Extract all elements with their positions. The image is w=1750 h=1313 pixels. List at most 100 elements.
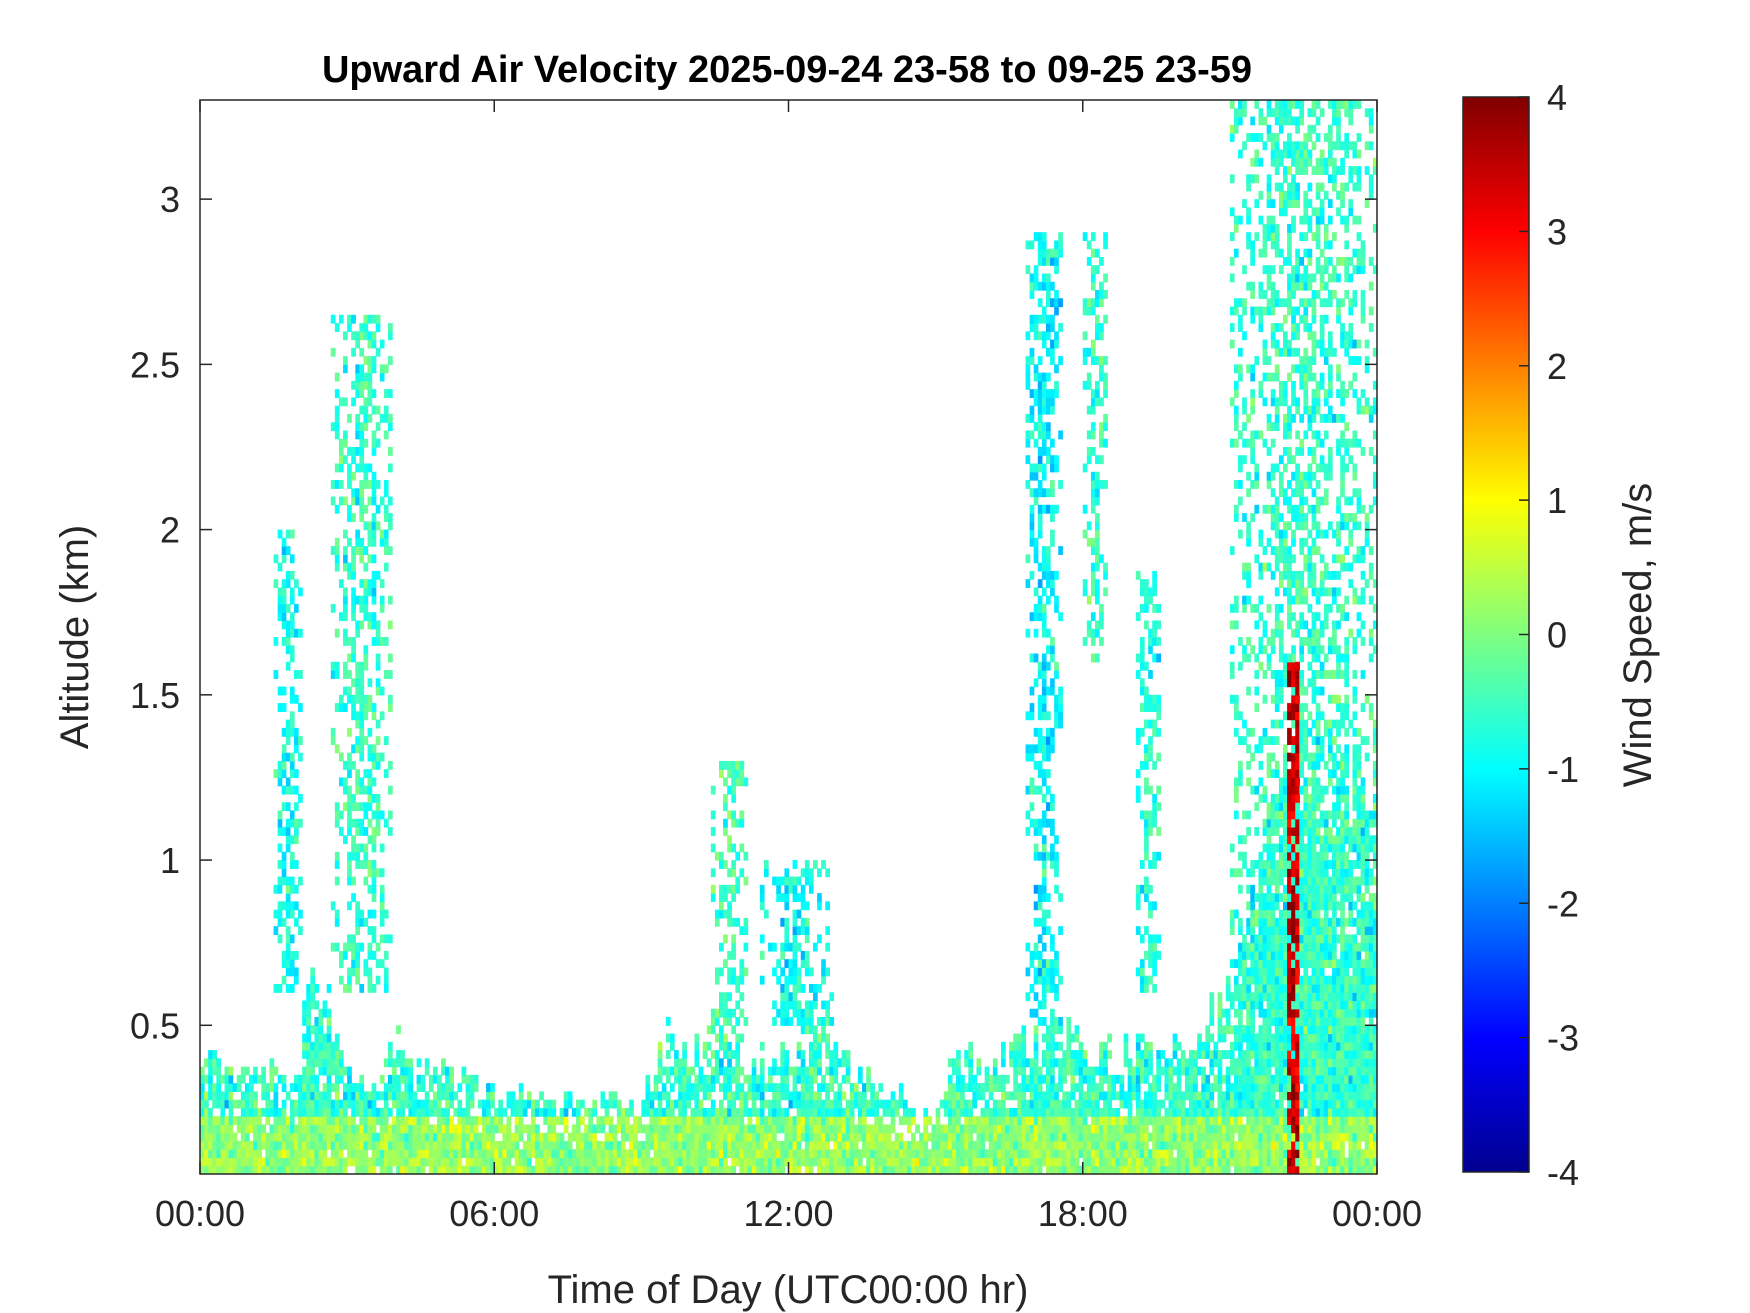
heatmap-cell bbox=[678, 1074, 683, 1084]
heatmap-cell bbox=[1238, 835, 1243, 845]
heatmap-cell bbox=[302, 1107, 307, 1117]
heatmap-cell bbox=[886, 1124, 892, 1134]
heatmap-cell bbox=[445, 1132, 450, 1142]
heatmap-cell bbox=[1082, 637, 1088, 646]
heatmap-cell bbox=[1037, 1116, 1043, 1126]
heatmap-cell bbox=[1099, 480, 1104, 489]
heatmap-cell bbox=[1139, 1099, 1145, 1109]
heatmap-cell bbox=[817, 1149, 822, 1159]
heatmap-cell bbox=[367, 579, 373, 589]
heatmap-cell bbox=[1242, 975, 1247, 985]
heatmap-cell bbox=[1070, 1107, 1076, 1117]
heatmap-cell bbox=[1172, 1157, 1178, 1167]
heatmap-cell bbox=[1041, 967, 1047, 977]
heatmap-cell bbox=[1258, 281, 1264, 291]
heatmap-cell bbox=[1250, 884, 1255, 894]
heatmap-cell bbox=[727, 975, 732, 985]
heatmap-cell bbox=[1099, 1058, 1104, 1068]
heatmap-cell bbox=[277, 901, 283, 911]
heatmap-cell bbox=[1229, 1124, 1235, 1134]
heatmap-cell bbox=[1246, 579, 1251, 589]
heatmap-cell bbox=[1180, 1091, 1186, 1101]
heatmap-cell bbox=[678, 1116, 683, 1126]
heatmap-cell bbox=[780, 1140, 786, 1150]
heatmap-cell bbox=[265, 1140, 271, 1150]
heatmap-cell bbox=[481, 1099, 487, 1109]
heatmap-cell bbox=[661, 1107, 667, 1117]
heatmap-cell bbox=[567, 1099, 573, 1109]
heatmap-cell bbox=[1156, 1140, 1161, 1150]
heatmap-cell bbox=[1148, 1107, 1153, 1117]
heatmap-cell bbox=[555, 1165, 561, 1174]
heatmap-cell bbox=[1156, 1058, 1161, 1068]
heatmap-cell bbox=[1262, 983, 1268, 993]
heatmap-cell bbox=[853, 1124, 859, 1134]
heatmap-cell bbox=[792, 1091, 798, 1101]
heatmap-cell bbox=[330, 1107, 336, 1117]
heatmap-cell bbox=[1050, 248, 1055, 258]
heatmap-cell bbox=[1090, 1099, 1096, 1109]
heatmap-cell bbox=[355, 1124, 360, 1134]
heatmap-cell bbox=[735, 1041, 741, 1051]
heatmap-cell bbox=[633, 1116, 638, 1126]
heatmap-cell bbox=[1258, 323, 1264, 332]
heatmap-cell bbox=[1225, 1124, 1231, 1134]
heatmap-cell bbox=[669, 1041, 675, 1051]
heatmap-cell bbox=[1095, 265, 1100, 275]
heatmap-cell bbox=[302, 1008, 307, 1018]
heatmap-cell bbox=[1062, 1058, 1068, 1068]
heatmap-cell bbox=[465, 1091, 471, 1101]
heatmap-cell bbox=[1233, 727, 1239, 737]
heatmap-cell bbox=[1250, 603, 1255, 613]
heatmap-cell bbox=[943, 1132, 949, 1142]
heatmap-cell bbox=[1205, 1132, 1211, 1142]
heatmap-cell bbox=[1021, 1107, 1027, 1117]
heatmap-cell bbox=[1131, 1149, 1137, 1159]
heatmap-cell bbox=[780, 1050, 786, 1059]
heatmap-cell bbox=[825, 1050, 830, 1059]
heatmap-cell bbox=[1209, 1116, 1215, 1126]
heatmap-cell bbox=[747, 1083, 753, 1092]
heatmap-cell bbox=[686, 1149, 692, 1159]
heatmap-cell bbox=[988, 1165, 994, 1174]
heatmap-cell bbox=[829, 1058, 835, 1068]
heatmap-cell bbox=[273, 637, 279, 646]
heatmap-cell bbox=[1148, 1066, 1153, 1076]
heatmap-cell bbox=[1115, 1149, 1121, 1159]
heatmap-cell bbox=[804, 959, 810, 969]
heatmap-cell bbox=[772, 1165, 777, 1174]
heatmap-cell bbox=[351, 942, 356, 952]
heatmap-cell bbox=[334, 554, 340, 564]
heatmap-cell bbox=[1103, 1132, 1108, 1142]
heatmap-cell bbox=[212, 1149, 217, 1159]
heatmap-cell bbox=[731, 1116, 736, 1126]
heatmap-cell bbox=[1033, 281, 1039, 291]
heatmap-cell bbox=[1144, 1116, 1149, 1126]
heatmap-cell bbox=[396, 1140, 401, 1150]
heatmap-cell bbox=[1095, 628, 1100, 638]
heatmap-cell bbox=[1242, 942, 1247, 952]
heatmap-cell bbox=[1164, 1074, 1170, 1084]
heatmap-cell bbox=[1090, 570, 1096, 580]
heatmap-cell bbox=[808, 1165, 814, 1174]
heatmap-cell bbox=[363, 504, 369, 514]
heatmap-cell bbox=[759, 1083, 765, 1092]
heatmap-cell bbox=[1144, 744, 1149, 754]
heatmap-cell bbox=[833, 1041, 839, 1051]
heatmap-cell bbox=[367, 537, 373, 547]
heatmap-cell bbox=[1054, 950, 1059, 960]
heatmap-cell bbox=[772, 1116, 777, 1126]
heatmap-cell bbox=[347, 942, 352, 952]
heatmap-cell bbox=[404, 1074, 410, 1084]
heatmap-cell bbox=[1029, 1091, 1035, 1101]
heatmap-cell bbox=[727, 843, 732, 853]
heatmap-cell bbox=[951, 1149, 957, 1159]
heatmap-cell bbox=[886, 1165, 892, 1174]
heatmap-cell bbox=[310, 1107, 316, 1117]
heatmap-cell bbox=[1066, 1124, 1072, 1134]
heatmap-cell bbox=[972, 1116, 978, 1126]
heatmap-cell bbox=[1037, 959, 1043, 969]
heatmap-cell bbox=[1025, 1140, 1031, 1150]
heatmap-cell bbox=[330, 736, 336, 745]
heatmap-cell bbox=[1029, 612, 1035, 622]
